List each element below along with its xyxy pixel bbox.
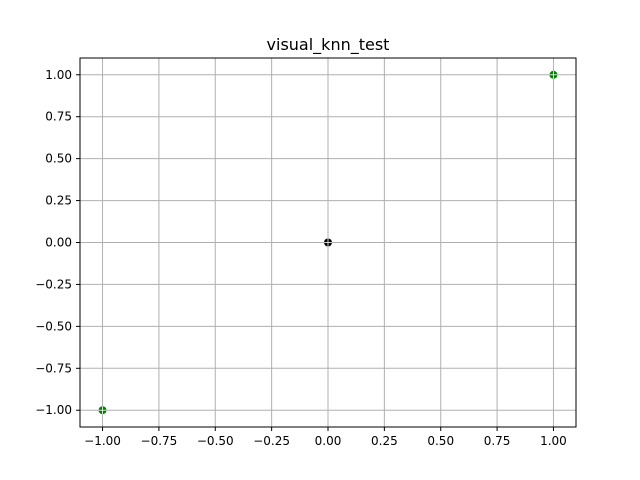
y-tick-label: 0.25 [45, 194, 72, 208]
y-tick-label: −0.75 [35, 361, 72, 375]
y-axis-ticks: −1.00 −0.75 −0.50 −0.25 0.00 0.25 0.50 0.75 1.00 [35, 68, 80, 417]
y-tick-label: 0.00 [45, 236, 72, 250]
x-tick-label: 0.50 [427, 434, 454, 448]
x-tick-label: 1.00 [540, 434, 567, 448]
y-tick-label: −0.25 [35, 277, 72, 291]
x-tick-label: 0.75 [484, 434, 511, 448]
x-tick-label: 0.25 [371, 434, 398, 448]
y-tick-label: 0.50 [45, 152, 72, 166]
y-tick-label: 1.00 [45, 68, 72, 82]
axes-frame [79, 57, 577, 428]
chart-title: visual_knn_test [267, 35, 390, 55]
x-tick-label: −0.50 [197, 434, 234, 448]
y-tick-label: −1.00 [35, 403, 72, 417]
x-tick-label: −0.25 [253, 434, 290, 448]
y-tick-label: 0.75 [45, 110, 72, 124]
x-tick-label: −1.00 [84, 434, 121, 448]
x-tick-label: 0.00 [315, 434, 342, 448]
scatter-points [98, 70, 558, 415]
x-axis-ticks: −1.00 −0.75 −0.50 −0.25 0.00 0.25 0.50 0.75 1.00 [84, 427, 567, 448]
x-tick-label: −0.75 [141, 434, 178, 448]
y-tick-label: −0.50 [35, 319, 72, 333]
